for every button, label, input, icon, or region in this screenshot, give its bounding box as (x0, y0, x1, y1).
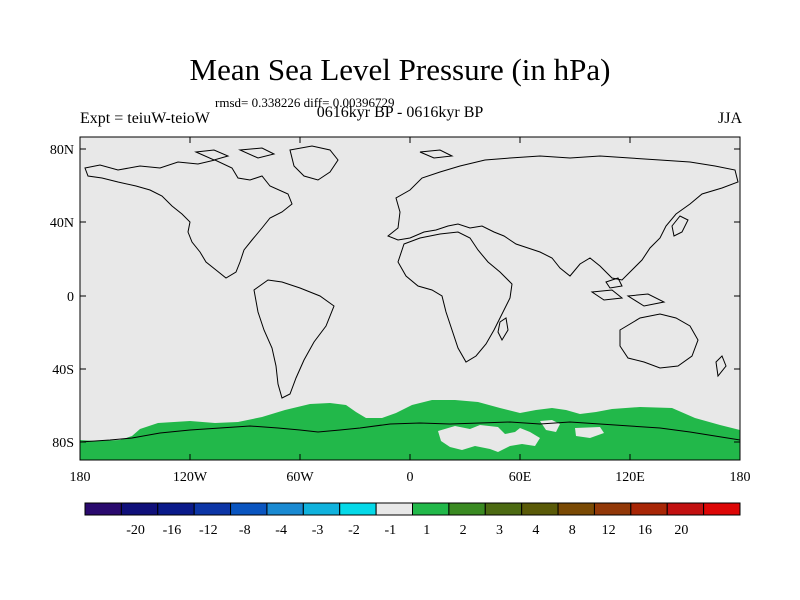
coastline-indonesia (590, 277, 666, 307)
period-label: 0616kyr BP - 0616kyr BP (316, 104, 484, 121)
colorbar-label: 20 (674, 523, 688, 538)
lon-label: 60E (509, 470, 532, 485)
colorbar-swatch (302, 502, 341, 516)
colorbar-label: -20 (126, 523, 145, 538)
colorbar-swatch (193, 502, 232, 516)
lat-label: 0 (67, 290, 74, 305)
colorbar-swatch (448, 502, 486, 516)
colorbar-label: 4 (532, 523, 539, 538)
lon-label: 120W (173, 470, 208, 485)
colorbar-swatch (703, 502, 741, 516)
coastline-australia (619, 313, 699, 369)
colorbar-swatch (484, 502, 523, 516)
colorbar-swatch (666, 502, 705, 516)
colorbar-label: 12 (602, 523, 616, 538)
lon-label: 120E (615, 470, 645, 485)
colorbar-label: 8 (569, 523, 576, 538)
colorbar-swatch (157, 502, 195, 516)
colorbar-swatch (120, 502, 159, 516)
coastline-japan (671, 215, 689, 237)
colorbar-swatch (339, 502, 377, 516)
colorbar-label: 1 (423, 523, 430, 538)
coastline-madagascar (497, 317, 509, 342)
colorbar-swatch (593, 502, 632, 516)
anomaly-region (80, 400, 740, 460)
lat-ticks (80, 148, 740, 443)
colorbar-label: -16 (163, 523, 182, 538)
colorbar-swatch (412, 502, 450, 516)
colorbar-label: -12 (199, 523, 218, 538)
coastlines (79, 145, 741, 443)
colorbar-label: -4 (275, 523, 287, 538)
lat-label: 80N (50, 143, 74, 158)
colorbar-swatch (84, 502, 122, 516)
anomaly-gap (575, 427, 604, 438)
colorbar-label: -1 (384, 523, 396, 538)
coastline-new-zealand (715, 355, 727, 378)
coastline-antarctica (79, 421, 741, 443)
colorbar-swatch (230, 502, 268, 516)
coastline-south-america (253, 279, 335, 399)
coastline-arctic-islands (194, 147, 454, 161)
season-label: JJA (717, 110, 742, 127)
lon-ticks (79, 137, 741, 460)
lon-label: 180 (730, 470, 751, 485)
coastline-eurasia (387, 155, 739, 281)
lon-label: 60W (286, 470, 314, 485)
colorbar-label: -8 (239, 523, 251, 538)
colorbar-swatch (521, 502, 559, 516)
stats-label: rmsd= 0.338226 diff= 0.00396729 (215, 95, 395, 110)
colorbar-label: -3 (312, 523, 324, 538)
colorbar-swatch (630, 502, 668, 516)
coastline-north-america (84, 159, 293, 279)
colorbar-label: -2 (348, 523, 360, 538)
lat-label: 80S (52, 436, 74, 451)
colorbar-swatch (375, 502, 413, 516)
colorbar-label: 3 (496, 523, 503, 538)
lon-label: 0 (407, 470, 414, 485)
coastline-greenland (289, 145, 339, 181)
lat-label: 40S (52, 363, 74, 378)
lon-label: 180 (70, 470, 91, 485)
colorbar: -20 -16 -12 -8 -4 -3 -2 -1 1 2 3 4 8 12 16 20 (84, 502, 741, 538)
map-title: Mean Sea Level Pressure (in hPa) (189, 52, 611, 87)
experiment-label: Expt = teiuW-teioW (80, 110, 210, 127)
anomaly-gap (438, 425, 540, 452)
colorbar-swatch (266, 502, 304, 516)
lat-label: 40N (50, 216, 74, 231)
coastline-africa (397, 231, 513, 363)
colorbar-label: 2 (460, 523, 467, 538)
colorbar-swatch (557, 502, 595, 516)
colorbar-label: 16 (638, 523, 652, 538)
